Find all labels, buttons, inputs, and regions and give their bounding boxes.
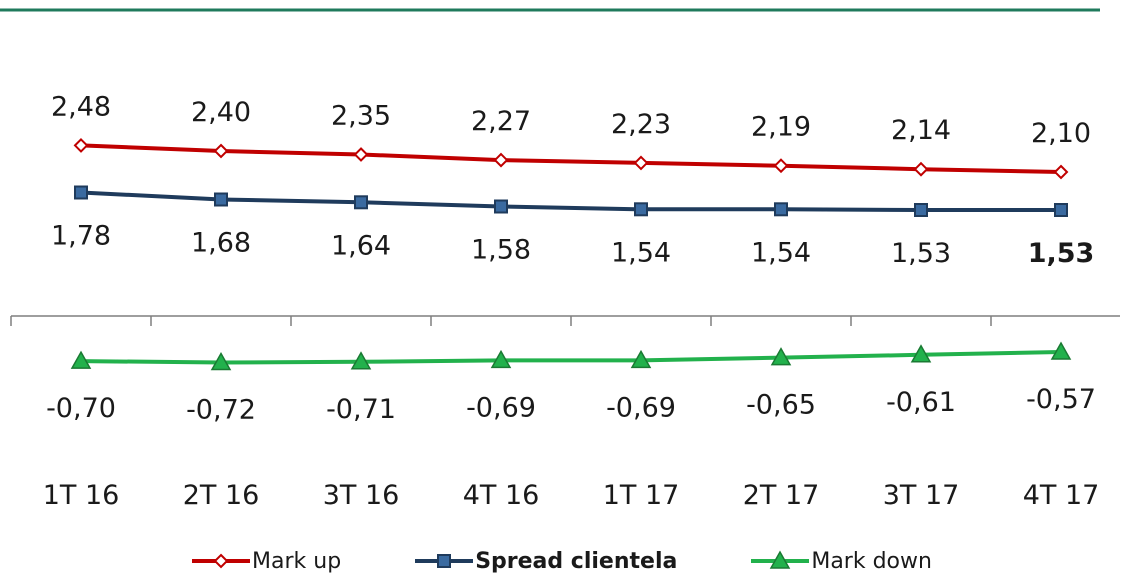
x-tick-label: 4T 17 — [1023, 480, 1100, 511]
data-point — [914, 203, 928, 217]
data-label: 2,14 — [891, 115, 951, 146]
data-point — [353, 147, 369, 162]
x-tick-label: 3T 17 — [883, 480, 960, 511]
legend-item-mark-up: Mark up — [190, 549, 341, 574]
data-point — [493, 152, 509, 168]
legend-marker — [770, 550, 791, 569]
data-label: 1,54 — [611, 237, 671, 268]
data-point — [1053, 164, 1069, 180]
legend: Mark up Spread clientela Mark down — [0, 543, 1122, 579]
data-label: 2,23 — [611, 109, 671, 140]
data-label: -0,70 — [46, 393, 116, 424]
data-label: 2,10 — [1031, 118, 1091, 149]
data-point — [350, 351, 372, 370]
data-label: 1,78 — [51, 221, 111, 252]
data-point — [354, 195, 368, 210]
data-point — [770, 347, 792, 366]
data-point — [633, 155, 649, 171]
legend-swatch-mark-down — [751, 550, 810, 569]
series-spread-clientela — [74, 185, 1068, 217]
data-label: 1,54 — [751, 237, 811, 268]
legend-label: Mark down — [811, 548, 932, 574]
data-label: -0,61 — [886, 387, 956, 418]
legend-swatch-spread-clientela — [415, 554, 474, 568]
legend-marker — [213, 553, 229, 569]
data-label: 2,40 — [191, 97, 251, 128]
data-label: 1,53 — [891, 238, 951, 269]
x-tick-label: 2T 16 — [183, 480, 260, 511]
data-point — [74, 185, 88, 200]
legend-item-mark-down: Mark down — [749, 549, 932, 574]
data-point — [213, 143, 229, 159]
data-label: 1,58 — [471, 235, 531, 266]
series-layer — [70, 137, 1072, 371]
data-label: 1,68 — [191, 228, 251, 259]
data-point — [910, 344, 932, 363]
data-labels: 2,48 2,40 2,35 2,27 2,23 2,19 2,14 2,10 1,78 1,68… — [46, 91, 1096, 425]
data-point — [630, 349, 652, 369]
data-point — [494, 199, 508, 214]
data-label: 1,64 — [331, 230, 391, 261]
data-label: 2,19 — [751, 112, 811, 143]
legend-label: Spread clientela — [475, 548, 678, 574]
series-mark-down — [70, 341, 1072, 371]
x-axis — [10, 315, 1120, 326]
line-chart: 2,48 2,40 2,35 2,27 2,23 2,19 2,14 2,10 1,78 1,68… — [0, 8, 1120, 511]
data-point — [73, 137, 89, 153]
data-label: -0,72 — [186, 395, 256, 426]
legend-label: Mark up — [252, 548, 342, 574]
data-label: 2,35 — [331, 101, 391, 132]
data-label: -0,69 — [466, 392, 536, 423]
data-point — [214, 192, 228, 207]
data-point — [634, 202, 648, 217]
series-line — [80, 143, 1062, 174]
data-point — [773, 158, 789, 174]
data-point — [210, 351, 232, 371]
data-point — [1054, 203, 1068, 217]
series-mark-up — [73, 137, 1069, 180]
x-tick-label: 1T 17 — [603, 480, 680, 511]
legend-item-spread-clientela: Spread clientela — [413, 549, 677, 574]
category-labels: 1T 16 2T 16 3T 16 4T 16 1T 17 2T 17 3T 17 4T 17 — [43, 480, 1100, 511]
data-point — [70, 350, 92, 369]
data-point — [774, 202, 788, 217]
data-label: 1,53 — [1028, 238, 1095, 269]
x-tick-label: 4T 16 — [463, 480, 540, 511]
x-tick-label: 1T 16 — [43, 480, 120, 511]
data-point — [1050, 341, 1072, 360]
data-label: -0,65 — [746, 390, 816, 421]
x-tick-label: 2T 17 — [743, 480, 820, 511]
data-label: -0,69 — [606, 392, 676, 423]
data-label: 2,27 — [471, 106, 531, 137]
series-line — [80, 190, 1061, 212]
data-label: -0,57 — [1026, 384, 1096, 415]
series-line — [80, 350, 1062, 365]
x-tick-label: 3T 16 — [323, 480, 400, 511]
legend-marker — [437, 554, 452, 568]
legend-swatch-mark-up — [192, 553, 251, 569]
data-label: 2,48 — [51, 91, 111, 122]
data-point — [913, 161, 929, 177]
data-label: -0,71 — [326, 394, 396, 425]
data-point — [490, 349, 512, 369]
